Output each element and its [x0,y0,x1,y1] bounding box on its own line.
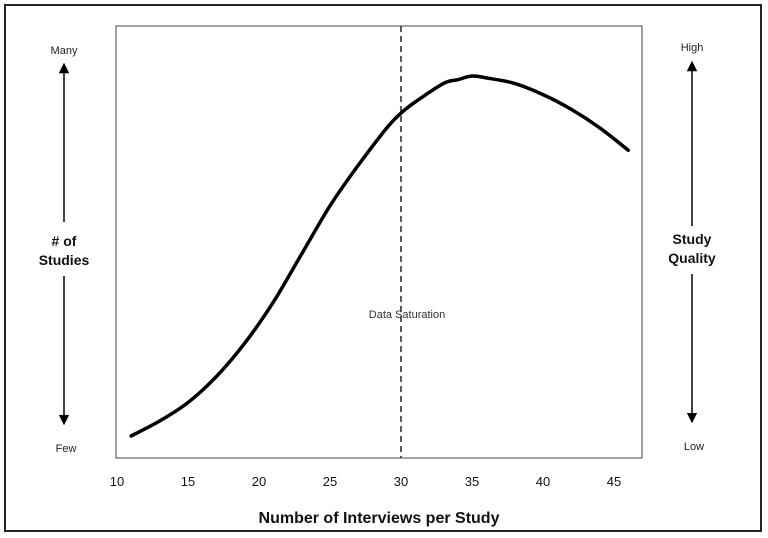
chart-frame [4,4,762,532]
left-axis-bottom-label: Few [56,443,77,455]
x-axis-title: Number of Interviews per Study [259,510,500,527]
x-axis-ticks: 10 15 20 25 30 35 40 45 [110,474,621,489]
x-tick-label: 30 [394,474,408,489]
right-axis-top-label: High [681,42,704,54]
data-saturation-label: Data Saturation [369,309,445,321]
left-axis-top-label: Many [51,45,78,57]
x-tick-label: 40 [536,474,550,489]
plot-area [115,25,643,459]
series-line [129,74,630,438]
left-axis-title-line1: # of [52,233,77,249]
x-tick-label: 25 [323,474,337,489]
x-tick-label: 45 [607,474,621,489]
right-axis-bottom-label: Low [684,441,704,453]
right-axis-title-line2: Quality [668,250,716,266]
x-tick-label: 10 [110,474,124,489]
x-tick-label: 35 [465,474,479,489]
right-axis-title-line1: Study [673,231,712,247]
left-axis-title-line2: Studies [39,252,90,268]
x-tick-label: 20 [252,474,266,489]
x-tick-label: 15 [181,474,195,489]
